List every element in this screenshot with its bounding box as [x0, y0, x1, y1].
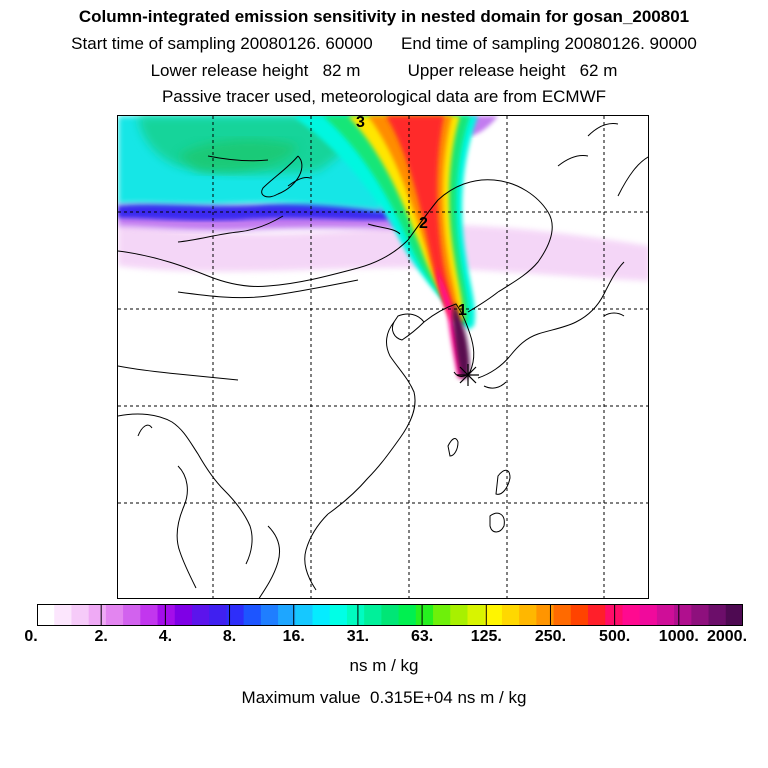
colorbar-swatch — [674, 604, 692, 626]
colorbar-swatch — [226, 604, 245, 626]
colorbar-swatch — [295, 604, 314, 626]
colorbar-tick-label: 125. — [470, 628, 502, 645]
colorbar-swatch — [398, 604, 417, 626]
colorbar-swatch — [243, 604, 262, 626]
colorbar-swatch — [381, 604, 400, 626]
colorbar-swatch — [708, 604, 727, 626]
colorbar-swatch — [725, 604, 743, 626]
colorbar-swatch — [209, 604, 228, 626]
colorbar-swatch — [656, 604, 675, 626]
colorbar-swatch — [71, 604, 90, 626]
sensitivity-map: 3 2 1 — [117, 115, 649, 599]
colorbar-swatch — [450, 604, 469, 626]
marker-3: 3 — [356, 116, 365, 131]
colorbar-border — [37, 604, 743, 626]
colorbar-swatch — [570, 604, 589, 626]
sampling-end: End time of sampling 20080126. 90000 — [401, 34, 697, 53]
colorbar-swatch — [346, 604, 365, 626]
colorbar-tick-label: 16. — [282, 628, 305, 645]
colorbar-units: ns m / kg — [349, 656, 419, 675]
figure-title: Column-integrated emission sensitivity i… — [78, 7, 690, 26]
colorbar-tick-label: 250. — [534, 628, 567, 645]
colorbar-swatch — [312, 604, 331, 626]
colorbar-swatch — [329, 604, 348, 626]
colorbar-tick-label: 8. — [222, 628, 237, 645]
colorbar-tick-label: 63. — [410, 628, 434, 645]
tracer-note: Passive tracer used, meteorological data… — [161, 87, 607, 106]
plume-core — [452, 302, 470, 378]
colorbar-tick-label: 1000. — [658, 628, 699, 645]
sensitivity-field-teal — [178, 139, 298, 173]
colorbar-swatch — [639, 604, 658, 626]
colorbar-swatch — [467, 604, 486, 626]
colorbar-swatch — [433, 604, 451, 626]
colorbar-labels: 0. 2. 4. 8. 16. 31. 63. 125. 250. 500. 1000. 2000. — [0, 628, 768, 648]
colorbar-tick-label: 0. — [24, 628, 38, 645]
colorbar-swatch — [278, 604, 296, 626]
map-svg: 3 2 1 — [118, 116, 648, 598]
sampling-times: Start time of sampling 20080126. 60000 E… — [0, 34, 768, 54]
colorbar-swatch — [364, 604, 382, 626]
receptor-asterisk-icon — [457, 364, 479, 386]
colorbar-swatch — [588, 604, 606, 626]
colorbar-swatch — [88, 604, 107, 626]
colorbar-swatch — [37, 604, 55, 626]
colorbar-swatch — [622, 604, 641, 626]
coastlines — [118, 123, 648, 598]
colorbar-swatch — [157, 604, 176, 626]
colorbar-swatch — [191, 604, 210, 626]
marker-2: 2 — [419, 215, 428, 232]
release-heights: Lower release height 82 m Upper release … — [0, 61, 768, 81]
colorbar-swatch — [174, 604, 193, 626]
lat-lon-grid — [118, 116, 648, 598]
colorbar-swatch — [54, 604, 73, 626]
maximum-value: Maximum value 0.315E+04 ns m / kg — [241, 688, 527, 707]
sensitivity-band-light — [118, 224, 648, 281]
colorbar-tick-label: 500. — [599, 628, 631, 645]
release-upper: Upper release height 62 m — [407, 61, 618, 80]
colorbar-swatch — [140, 604, 159, 626]
colorbar-swatch — [123, 604, 141, 626]
marker-1: 1 — [458, 302, 467, 319]
colorbar-swatch — [484, 604, 503, 626]
release-lower: Lower release height 82 m — [150, 61, 361, 80]
colorbar-swatch — [260, 604, 279, 626]
colorbar — [37, 604, 743, 626]
colorbar-swatch — [553, 604, 572, 626]
colorbar-tick-label: 4. — [158, 628, 173, 645]
sampling-start: Start time of sampling 20080126. 60000 — [71, 34, 373, 53]
colorbar-swatch — [105, 604, 124, 626]
colorbar-swatch — [691, 604, 710, 626]
colorbar-tick-label: 2. — [94, 628, 108, 645]
colorbar-swatch — [519, 604, 537, 626]
colorbar-tick-label: 31. — [346, 628, 370, 645]
colorbar-swatch — [501, 604, 520, 626]
colorbar-swatch — [415, 604, 434, 626]
colorbar-tick-label: 2000. — [706, 628, 748, 645]
colorbar-swatch — [536, 604, 555, 626]
